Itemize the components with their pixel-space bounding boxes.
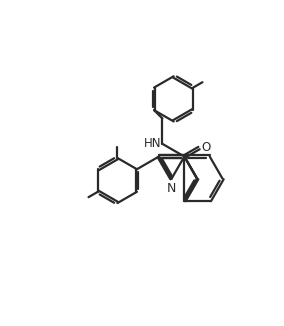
- Text: N: N: [167, 182, 176, 195]
- Text: O: O: [201, 141, 210, 154]
- Text: HN: HN: [143, 137, 161, 150]
